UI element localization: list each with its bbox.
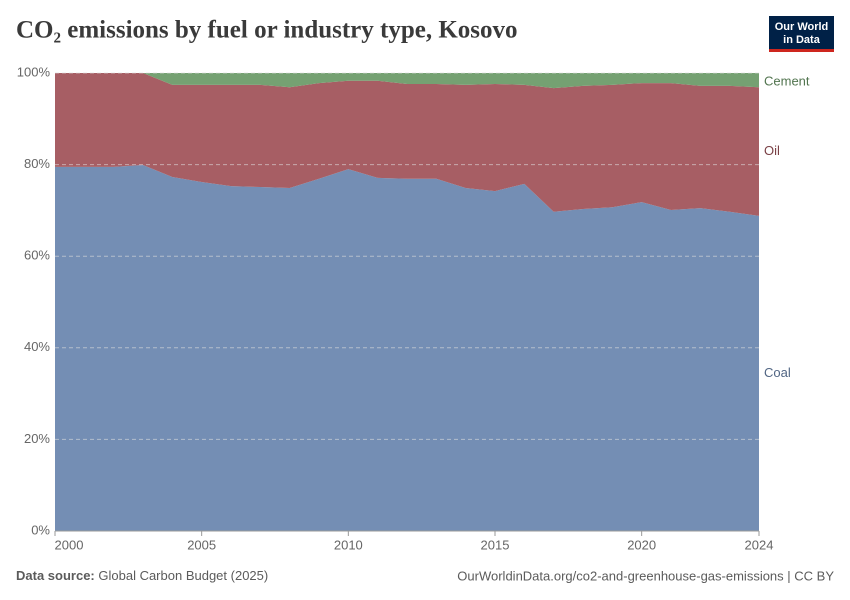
x-tick-label: 2024 <box>745 537 774 552</box>
series-label: Oil <box>764 143 780 158</box>
logo-text: Our World <box>775 21 829 33</box>
area <box>55 73 759 216</box>
logo-underline <box>769 49 834 52</box>
series-label: Cement <box>764 74 810 89</box>
y-tick-label: 60% <box>24 248 50 263</box>
logo[interactable]: Our World in Data <box>769 16 834 52</box>
y-tick-label: 0% <box>31 522 50 537</box>
series-label: Coal <box>764 365 791 380</box>
x-tick-label: 2020 <box>627 537 656 552</box>
y-tick-label: 40% <box>24 339 50 354</box>
area <box>55 73 759 89</box>
source-value: Global Carbon Budget (2025) <box>98 568 268 583</box>
source-label: Data source: <box>16 568 95 583</box>
y-tick-label: 100% <box>17 64 51 79</box>
source: Data source: Global Carbon Budget (2025) <box>16 568 268 583</box>
logo-box <box>769 16 834 52</box>
x-tick-label: 2010 <box>334 537 363 552</box>
url[interactable]: OurWorldinData.org/co2-and-greenhouse-ga… <box>457 568 834 583</box>
y-tick-label: 20% <box>24 431 50 446</box>
y-tick-label: 80% <box>24 156 50 171</box>
chart-title: CO₂ emissions by fuel or industry type, … <box>16 17 518 44</box>
logo-text: in Data <box>783 34 821 46</box>
x-tick-label: 2005 <box>187 537 216 552</box>
x-tick-label: 2000 <box>55 537 84 552</box>
plot: Coal Oil Cement 0% 20% 40% 60% 80% 100% 2000 2005 2… <box>17 64 810 552</box>
x-tick-label: 2015 <box>481 537 510 552</box>
